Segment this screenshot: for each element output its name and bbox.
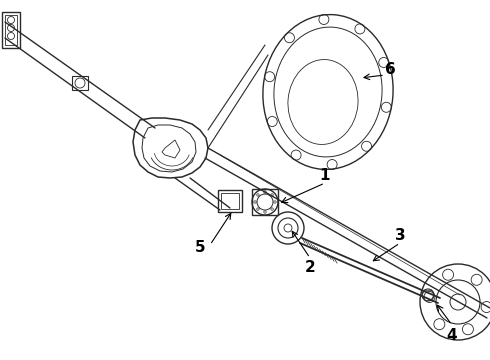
Text: 4: 4 — [447, 328, 457, 342]
Text: 3: 3 — [394, 228, 405, 243]
Text: 1: 1 — [320, 167, 330, 183]
Text: 6: 6 — [385, 63, 395, 77]
Text: 5: 5 — [195, 240, 205, 256]
Text: 2: 2 — [305, 261, 316, 275]
